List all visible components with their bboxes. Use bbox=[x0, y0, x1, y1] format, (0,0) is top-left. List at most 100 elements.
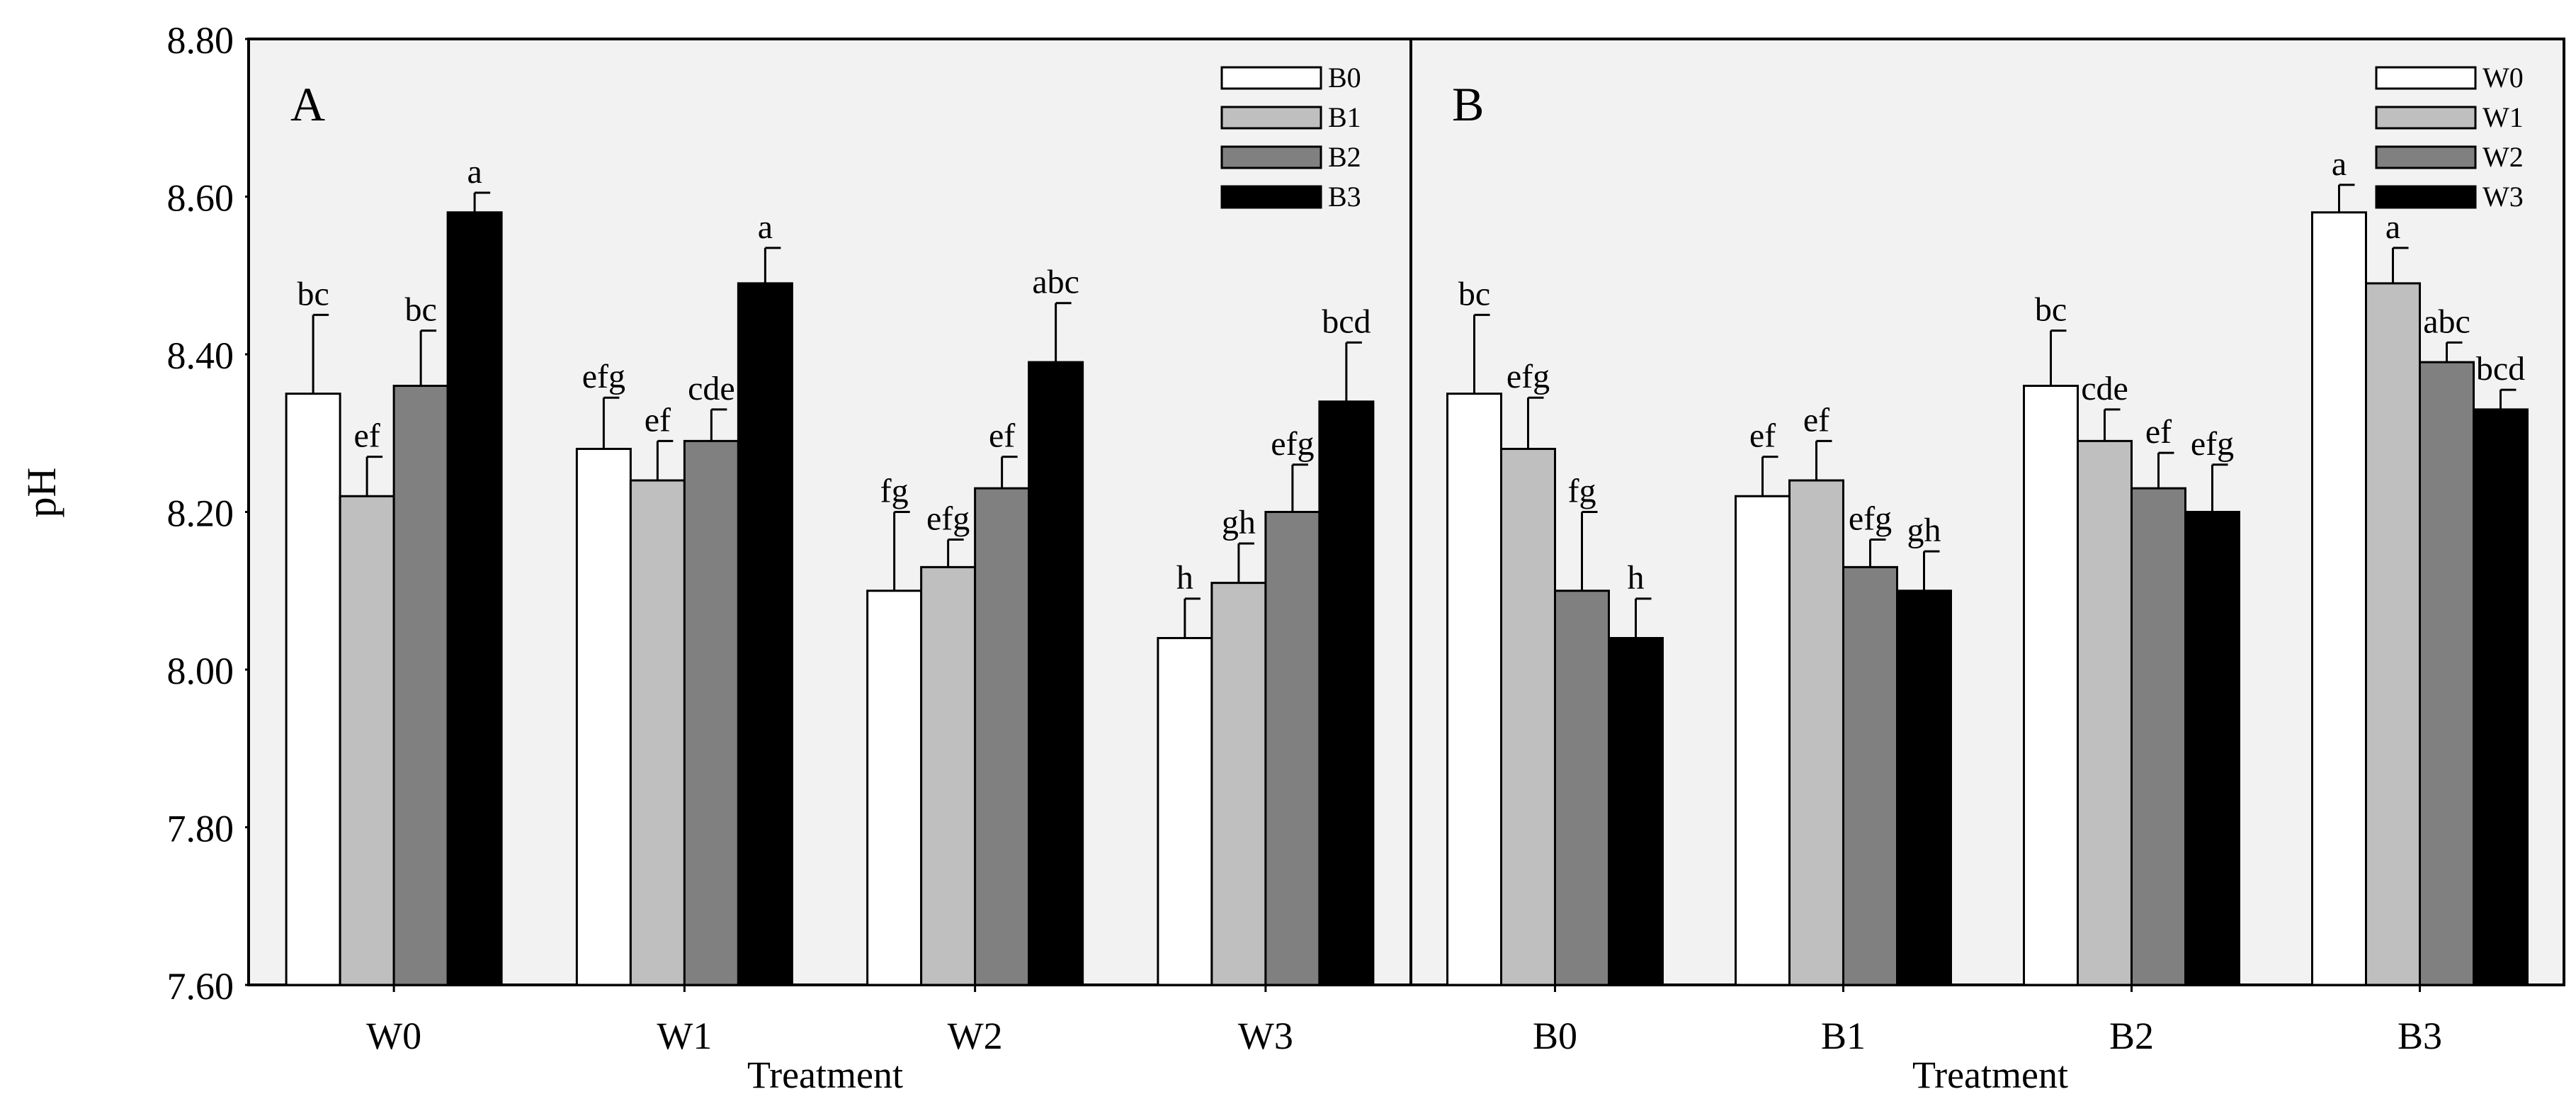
legend-label: W2 bbox=[2483, 141, 2524, 173]
bar bbox=[2023, 385, 2079, 986]
bar bbox=[974, 487, 1031, 986]
y-tick-label: 8.40 bbox=[167, 334, 234, 377]
significance-label: gh bbox=[1222, 504, 1256, 541]
legend-swatch bbox=[1220, 185, 1322, 209]
panel-b-x-axis-label: Treatment bbox=[1912, 1054, 2068, 1096]
legend-label: W1 bbox=[2483, 101, 2524, 133]
y-tick-label: 8.00 bbox=[167, 650, 234, 692]
bar bbox=[920, 565, 977, 986]
significance-label: fg bbox=[1568, 473, 1596, 510]
bar bbox=[1210, 582, 1267, 986]
significance-label: h bbox=[1628, 559, 1645, 597]
significance-label: gh bbox=[1907, 512, 1941, 549]
significance-label: efg bbox=[1507, 358, 1550, 395]
x-tick-label: W3 bbox=[1238, 1015, 1293, 1057]
legend-label: B2 bbox=[1328, 141, 1361, 173]
bar bbox=[1896, 590, 1952, 986]
bar bbox=[1608, 637, 1664, 986]
bar bbox=[339, 495, 395, 986]
bar bbox=[1735, 495, 1791, 986]
y-tick-label: 8.80 bbox=[167, 19, 234, 62]
significance-label: abc bbox=[1032, 264, 1079, 301]
bar bbox=[683, 439, 739, 986]
significance-label: a bbox=[2385, 208, 2400, 246]
legend-swatch bbox=[1220, 66, 1322, 90]
bar bbox=[392, 385, 449, 986]
bar bbox=[2365, 282, 2421, 986]
bar bbox=[1788, 479, 1844, 986]
significance-label: bcd bbox=[1322, 303, 1371, 340]
bar bbox=[1318, 400, 1375, 986]
bar bbox=[2184, 511, 2240, 986]
significance-label: efg bbox=[582, 358, 625, 395]
legend-label: W3 bbox=[2483, 181, 2524, 213]
bar bbox=[1500, 448, 1556, 986]
significance-label: ef bbox=[1749, 417, 1776, 455]
panel-a-title: A bbox=[290, 77, 325, 131]
significance-label: a bbox=[2332, 145, 2347, 183]
bar bbox=[2130, 487, 2186, 986]
significance-label: bcd bbox=[2476, 350, 2525, 388]
legend-label: B0 bbox=[1328, 62, 1361, 94]
legend-swatch bbox=[2375, 185, 2477, 209]
significance-label: bc bbox=[1458, 275, 1490, 312]
legend-swatch bbox=[2375, 145, 2477, 169]
x-tick-label: B3 bbox=[2398, 1015, 2442, 1057]
significance-label: cde bbox=[688, 370, 735, 407]
y-tick-label: 8.60 bbox=[167, 177, 234, 220]
significance-label: bc bbox=[297, 275, 329, 312]
significance-label: abc bbox=[2423, 303, 2470, 340]
bar bbox=[1554, 590, 1610, 986]
y-axis-label: pH bbox=[18, 468, 64, 518]
bar bbox=[866, 590, 923, 986]
panel-a: AW0bcefbcaW1efgefcdeaW2fgefgefabcW3hghef… bbox=[247, 38, 1412, 1057]
x-tick-label: W2 bbox=[948, 1015, 1003, 1057]
significance-label: efg bbox=[1271, 425, 1314, 463]
bar bbox=[446, 211, 503, 986]
significance-label: a bbox=[467, 153, 482, 191]
significance-label: ef bbox=[353, 417, 380, 455]
bar bbox=[1842, 565, 1898, 986]
legend-label: B3 bbox=[1328, 181, 1361, 213]
significance-label: h bbox=[1176, 559, 1193, 597]
legend-swatch bbox=[2375, 106, 2477, 130]
x-tick-label: B1 bbox=[1821, 1015, 1866, 1057]
y-tick-label: 8.20 bbox=[167, 492, 234, 535]
bar bbox=[575, 448, 632, 986]
x-tick-label: B2 bbox=[2109, 1015, 2154, 1057]
significance-label: ef bbox=[1803, 401, 1829, 439]
significance-label: ef bbox=[989, 417, 1015, 455]
significance-label: bc bbox=[404, 291, 436, 329]
bar bbox=[1028, 361, 1084, 986]
y-tick-label: 7.80 bbox=[167, 808, 234, 850]
bar bbox=[1446, 393, 1502, 986]
bar bbox=[2473, 408, 2529, 986]
bar bbox=[737, 282, 793, 986]
y-tick-label: 7.60 bbox=[167, 965, 234, 1008]
significance-label: bc bbox=[2035, 291, 2067, 329]
legend-swatch bbox=[2375, 66, 2477, 90]
significance-label: a bbox=[758, 208, 773, 246]
bar bbox=[1264, 511, 1321, 986]
significance-label: fg bbox=[880, 473, 909, 510]
significance-label: ef bbox=[645, 401, 671, 439]
panel-a-x-axis-label: Treatment bbox=[747, 1054, 903, 1096]
x-tick-label: W1 bbox=[657, 1015, 712, 1057]
y-axis: 7.60 7.80 8.00 8.20 8.40 8.60 8.80 bbox=[167, 19, 252, 1008]
significance-label: efg bbox=[1849, 500, 1892, 537]
legend-swatch bbox=[1220, 106, 1322, 130]
legend-label: B1 bbox=[1328, 101, 1361, 133]
legend-swatch bbox=[1220, 145, 1322, 169]
legend-label: W0 bbox=[2483, 62, 2524, 94]
significance-label: cde bbox=[2081, 370, 2128, 407]
significance-label: efg bbox=[926, 500, 970, 537]
bar bbox=[2419, 361, 2475, 986]
bar bbox=[2077, 439, 2133, 986]
bar bbox=[1157, 637, 1213, 986]
x-tick-label: B0 bbox=[1533, 1015, 1577, 1057]
significance-label: efg bbox=[2191, 425, 2234, 463]
x-tick-label: W0 bbox=[366, 1015, 421, 1057]
bar bbox=[2311, 211, 2367, 986]
